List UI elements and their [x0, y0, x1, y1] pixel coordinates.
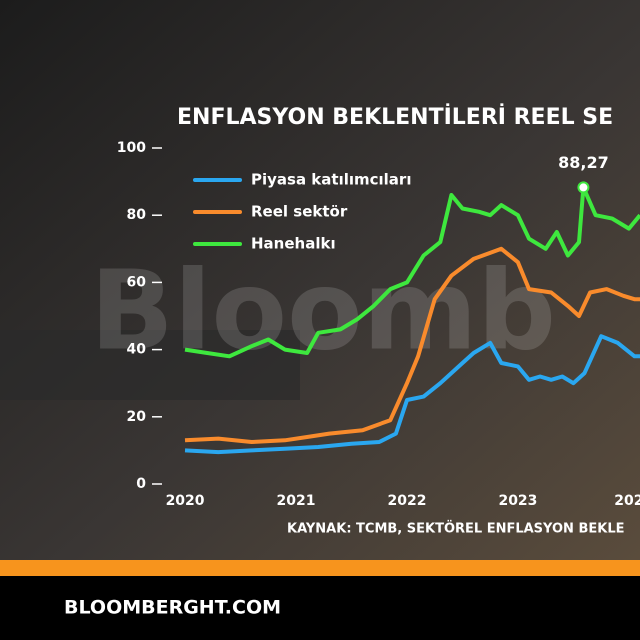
- line-series: [184, 334, 640, 455]
- line-series: [184, 246, 640, 444]
- line-series: [184, 185, 640, 359]
- legend-label: Hanehalkı: [251, 235, 336, 253]
- legend-label: Piyasa katılımcıları: [251, 171, 411, 189]
- annotation-point: [577, 181, 590, 194]
- watermark: Bloomb: [90, 246, 556, 374]
- x-tick-label: 2020: [166, 493, 205, 509]
- y-tick-label: 100: [117, 140, 146, 156]
- background-photo: [0, 0, 640, 560]
- x-tick-label: 202: [614, 493, 640, 509]
- photo-calculator: [0, 330, 300, 400]
- y-tick-label: 40: [127, 342, 147, 358]
- plot-area: [184, 185, 640, 455]
- chart-title: ENFLASYON BEKLENTİLERİ REEL SE: [177, 104, 613, 130]
- footer-band: [0, 576, 640, 640]
- footer-site: BLOOMBERGHT.COM: [64, 597, 281, 619]
- annotation-label: 88,27: [558, 153, 609, 172]
- source: KAYNAK: TCMB, SEKTÖREL ENFLASYON BEKLE: [287, 521, 624, 537]
- x-tick-label: 2021: [277, 493, 316, 509]
- y-tick-label: 0: [136, 476, 146, 492]
- x-tick-label: 2022: [387, 493, 426, 509]
- accent-band: [0, 560, 640, 576]
- x-tick-label: 2023: [498, 493, 537, 509]
- legend-label: Reel sektör: [251, 203, 348, 221]
- y-tick-label: 80: [127, 207, 147, 223]
- y-tick-label: 60: [127, 274, 147, 290]
- y-tick-label: 20: [127, 409, 147, 425]
